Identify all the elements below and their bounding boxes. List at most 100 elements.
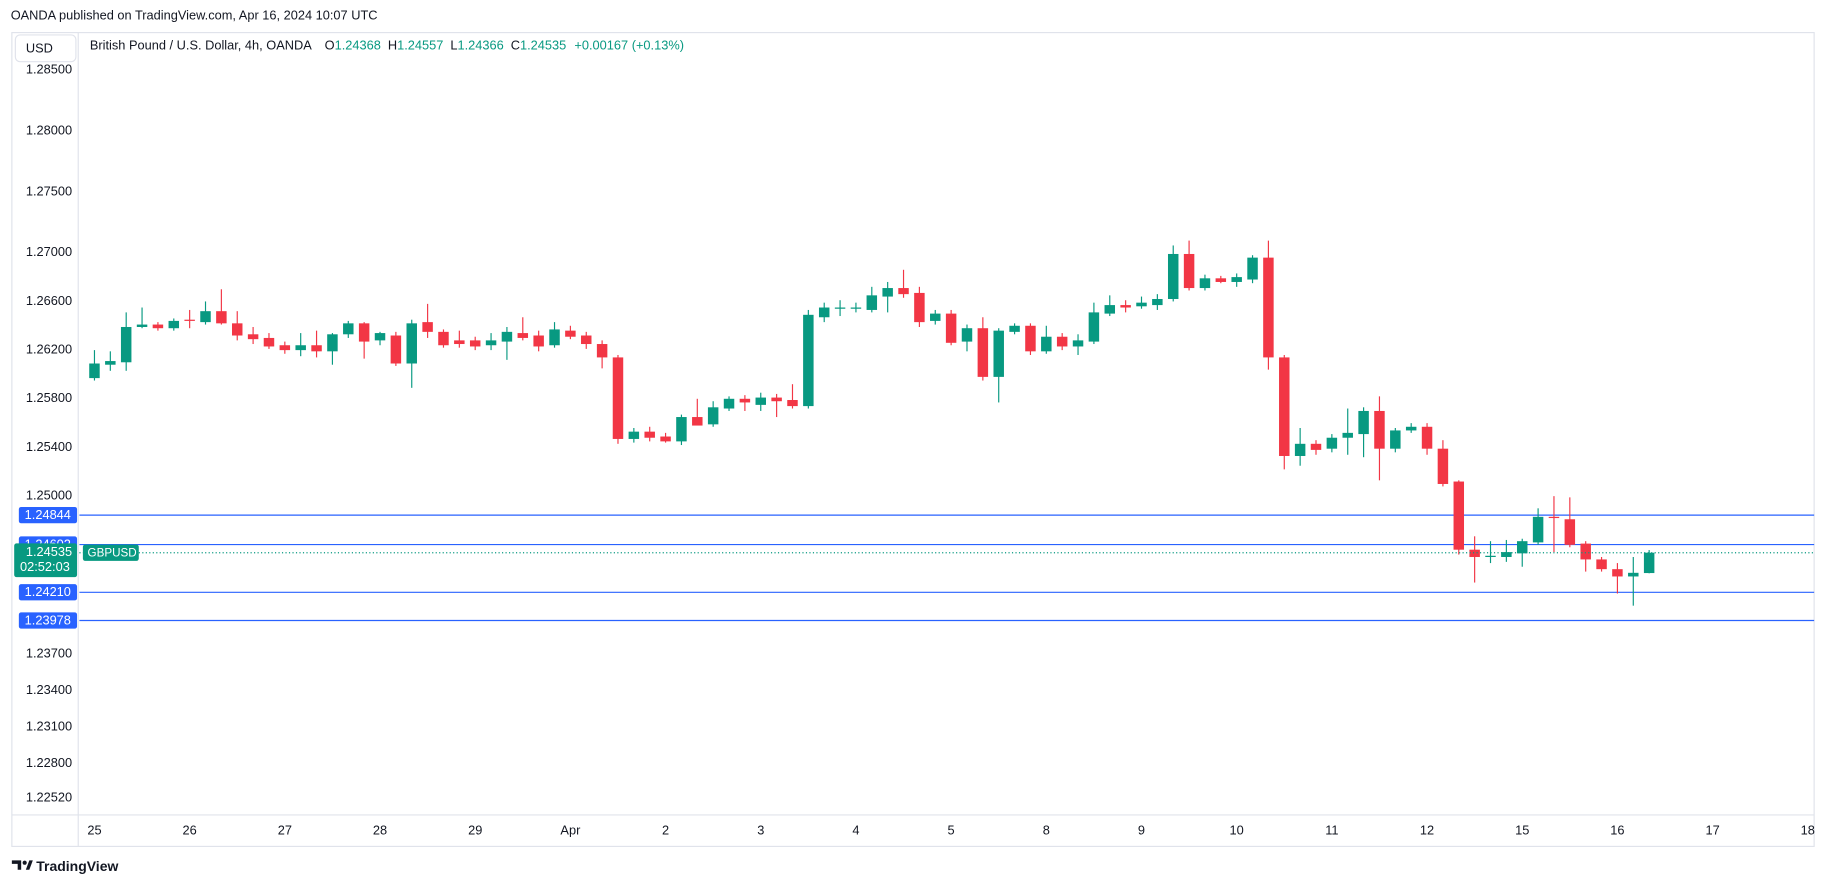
candle-body: [1437, 448, 1449, 484]
x-tick-label: 4: [852, 823, 859, 838]
symbol-tag: GBPUSD: [88, 546, 137, 559]
candle-body: [184, 319, 195, 321]
currency-box[interactable]: [14, 34, 77, 63]
candle-body: [1056, 336, 1068, 347]
candle-body: [454, 340, 465, 345]
candle-body: [1294, 443, 1306, 456]
candle-body: [1469, 549, 1480, 557]
y-tick-label: 1.23700: [26, 646, 72, 661]
x-tick-label: 10: [1230, 823, 1244, 838]
candle-body: [961, 328, 973, 342]
x-tick-label: 11: [1325, 823, 1338, 838]
candle-body: [1088, 312, 1100, 342]
candle-body: [200, 311, 211, 323]
y-tick-label: 1.28000: [26, 122, 72, 137]
candle-body: [247, 334, 259, 340]
candle-body: [834, 307, 846, 309]
logo-mark: [11, 860, 22, 870]
y-tick-label: 1.23100: [26, 719, 72, 734]
candle-body: [1596, 559, 1607, 570]
candle-body: [343, 323, 354, 335]
x-tick-label: 28: [373, 823, 387, 838]
x-tick-label: 26: [183, 823, 197, 838]
chart-frame: [11, 32, 1815, 847]
candle-body: [279, 345, 291, 351]
candle-body: [1374, 410, 1385, 449]
x-tick-label: 9: [1138, 823, 1145, 838]
candle-body: [692, 417, 703, 426]
candle-body: [850, 307, 862, 309]
candle-body: [787, 400, 798, 407]
legend-title: British Pound / U.S. Dollar, 4h, OANDA: [90, 38, 312, 53]
candle-body: [152, 324, 164, 329]
candle-body: [1532, 516, 1544, 543]
candle-body: [723, 398, 735, 409]
legend-ohlc-label: L: [450, 38, 457, 53]
legend: British Pound / U.S. Dollar, 4h, OANDA O…: [90, 38, 684, 53]
candle-body: [168, 320, 180, 329]
x-tick-label: 12: [1420, 823, 1434, 838]
candle-body: [977, 328, 989, 377]
candle-body: [1405, 426, 1417, 431]
candle-body: [295, 345, 306, 351]
y-tick-label: 1.22520: [26, 789, 72, 804]
candle-body: [1548, 516, 1560, 519]
current-price-label: 1.24535: [26, 544, 72, 559]
y-tick-label: 1.25400: [26, 439, 72, 454]
candle-body: [120, 326, 132, 363]
candle-body: [438, 331, 449, 346]
candle-body: [771, 397, 782, 402]
candle-body: [1104, 305, 1116, 314]
candle-body: [327, 334, 338, 352]
candle-body: [882, 288, 893, 297]
candle-body: [1485, 555, 1496, 557]
legend-ohlc-value: 1.24535: [520, 38, 566, 53]
level-label: 1.23978: [25, 612, 71, 627]
candle-body: [1564, 519, 1576, 545]
x-tick-label: 29: [468, 823, 482, 838]
candle-body: [1167, 253, 1179, 300]
candle-body: [898, 288, 909, 295]
currency-label[interactable]: USD: [26, 40, 53, 55]
level-label: 1.24210: [25, 584, 71, 599]
x-tick-label: Apr: [560, 823, 581, 838]
candle-body: [945, 313, 957, 343]
candle-body: [89, 363, 100, 379]
candle-body: [406, 323, 417, 364]
x-tick-label: 17: [1705, 823, 1719, 838]
logo-slash: [25, 860, 33, 870]
candle-body: [501, 331, 513, 342]
candle-body: [1310, 443, 1322, 450]
candle-body: [469, 340, 481, 347]
x-tick-label: 5: [948, 823, 955, 838]
legend-ohlc-value: 1.24368: [335, 38, 381, 53]
candle-body: [1041, 336, 1052, 352]
footer-brand: TradingView: [36, 858, 118, 874]
level-label-box: [18, 612, 78, 629]
tradingview-logo: TradingView: [11, 858, 118, 874]
x-tick-label: 3: [757, 823, 764, 838]
y-tick-label: 1.26200: [26, 341, 72, 356]
y-tick-label: 1.28500: [26, 62, 72, 77]
candle-body: [1199, 278, 1211, 289]
candle-body: [993, 330, 1004, 377]
candle-body: [803, 314, 814, 407]
candle-body: [311, 345, 322, 352]
candle-body: [390, 335, 402, 364]
candle-body: [1120, 305, 1131, 308]
x-tick-label: 27: [278, 823, 292, 838]
logo-dot: [22, 860, 27, 865]
candle-body: [1326, 437, 1338, 449]
candle-body: [263, 337, 275, 347]
candle-body: [1009, 325, 1020, 332]
x-tick-label: 18: [1801, 823, 1815, 838]
y-tick-label: 1.26600: [26, 293, 72, 308]
y-tick-label: 1.27000: [26, 244, 72, 259]
y-tick-label: 1.25800: [26, 390, 72, 405]
candle-body: [549, 329, 560, 346]
x-tick-label: 8: [1043, 823, 1050, 838]
candle-body: [1516, 541, 1528, 554]
candle-body: [866, 295, 878, 310]
x-tick-label: 25: [87, 823, 101, 838]
